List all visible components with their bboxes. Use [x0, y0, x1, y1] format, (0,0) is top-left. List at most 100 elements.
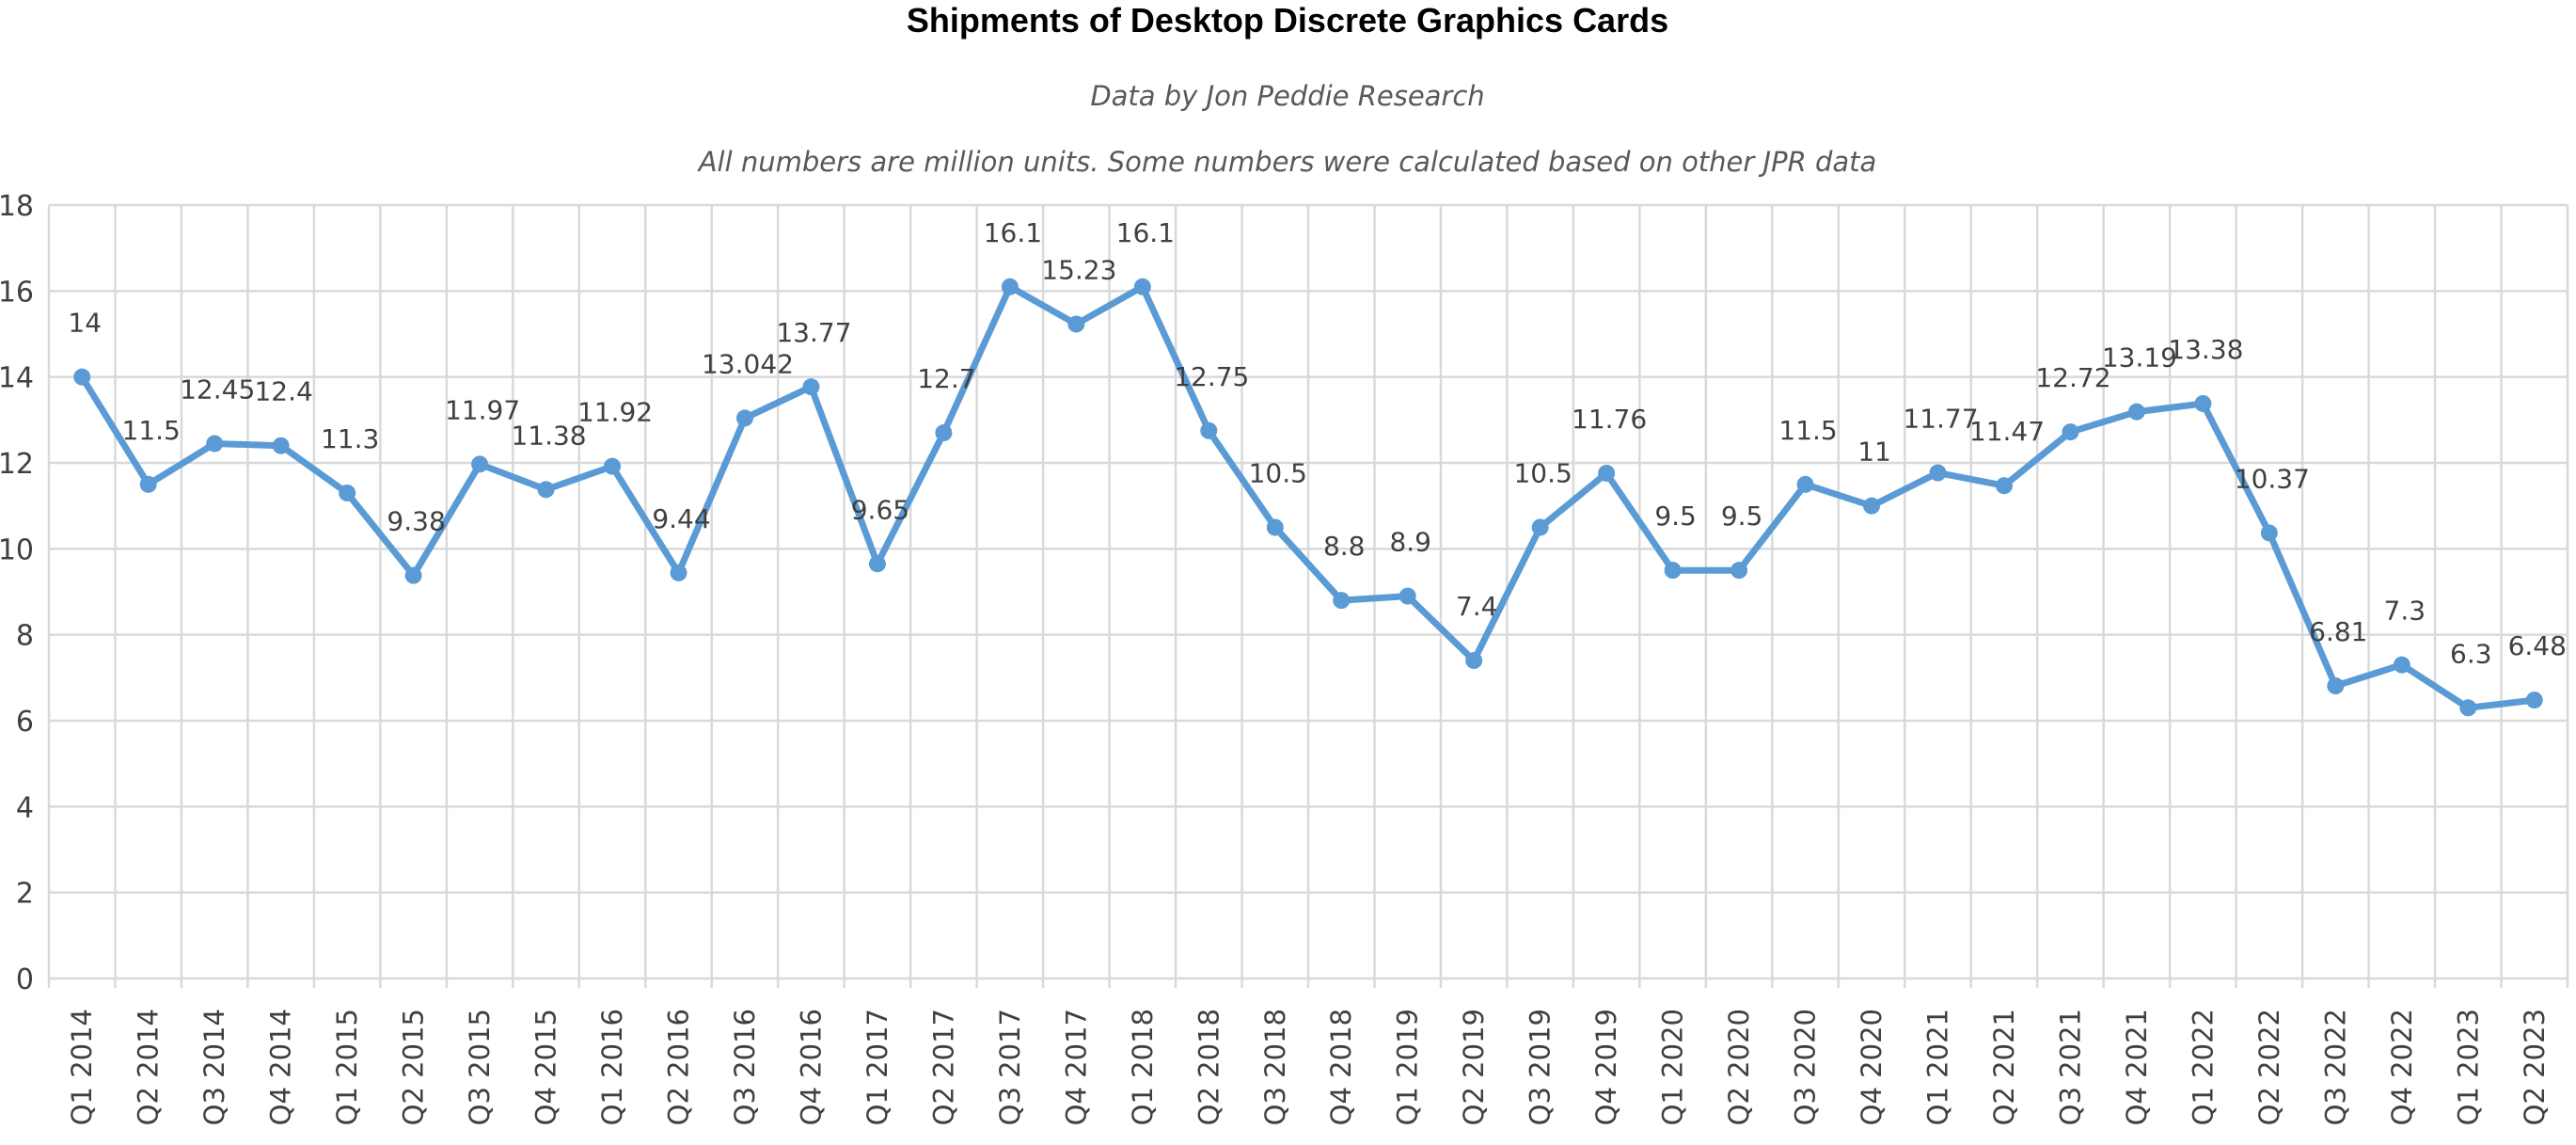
x-tick-label: Q2 2015 — [398, 1009, 430, 1125]
data-label: 16.1 — [1116, 217, 1175, 248]
data-point — [670, 564, 687, 581]
x-tick-label: Q1 2022 — [2187, 1009, 2219, 1125]
data-label: 10.5 — [1249, 458, 1307, 489]
data-point — [1863, 497, 1881, 515]
data-point — [2062, 423, 2079, 441]
data-point — [2393, 656, 2410, 674]
x-tick-label: Q3 2014 — [198, 1009, 230, 1125]
data-point — [1200, 421, 1218, 439]
x-tick-label: Q3 2016 — [729, 1009, 761, 1125]
x-tick-label: Q3 2020 — [1790, 1009, 1822, 1125]
data-label: 7.3 — [2384, 596, 2426, 627]
x-tick-label: Q4 2020 — [1856, 1009, 1888, 1125]
data-label: 9.65 — [851, 494, 909, 525]
data-point — [2194, 394, 2212, 412]
y-axis: 0 2 4 6 8 10 12 14 16 18 — [0, 190, 34, 996]
data-label: 11.38 — [511, 420, 586, 451]
data-label: 14 — [68, 308, 102, 339]
data-label: 12.72 — [2035, 362, 2110, 393]
x-tick-label: Q1 2020 — [1657, 1009, 1689, 1125]
data-label: 9.44 — [652, 503, 710, 534]
data-label: 6.3 — [2450, 638, 2492, 669]
data-label: 11.5 — [122, 415, 181, 446]
data-point — [935, 424, 953, 442]
x-tick-label: Q4 2014 — [265, 1009, 297, 1125]
data-point — [73, 368, 91, 386]
x-tick-label: Q3 2017 — [994, 1009, 1026, 1125]
x-tick-label: Q1 2018 — [1127, 1009, 1159, 1125]
gridlines — [47, 203, 2569, 988]
x-tick-label: Q2 2021 — [1988, 1009, 2020, 1125]
data-point — [868, 555, 886, 573]
data-label: 11.92 — [577, 397, 653, 428]
data-point — [1266, 518, 1284, 536]
x-tick-label: Q4 2018 — [1325, 1009, 1357, 1125]
data-label: 11.97 — [445, 394, 520, 425]
series-line — [78, 283, 2538, 711]
data-point — [1001, 278, 1019, 295]
data-label: 12.4 — [254, 376, 312, 407]
y-tick-label: 8 — [16, 620, 34, 653]
x-tick-label: Q4 2017 — [1060, 1009, 1092, 1125]
data-point — [1133, 278, 1151, 295]
data-label: 15.23 — [1041, 254, 1116, 285]
data-point — [1929, 464, 1947, 482]
data-point — [604, 457, 622, 475]
data-label: 7.4 — [1456, 591, 1498, 622]
data-point — [404, 566, 422, 584]
data-label: 6.48 — [2508, 630, 2567, 661]
x-tick-label: Q3 2015 — [464, 1009, 496, 1125]
y-tick-label: 6 — [16, 706, 34, 739]
data-label: 11.5 — [1778, 415, 1837, 446]
data-label: 9.5 — [1721, 501, 1763, 532]
data-point — [1796, 475, 1814, 493]
y-tick-label: 0 — [16, 963, 34, 996]
data-label: 13.042 — [702, 348, 794, 379]
data-point — [1333, 592, 1351, 610]
data-point — [1465, 652, 1483, 670]
chart-subtitle-source: Data by Jon Peddie Research — [1090, 80, 1484, 112]
x-tick-label: Q3 2019 — [1525, 1009, 1557, 1125]
data-point — [2127, 403, 2145, 421]
data-point — [206, 435, 224, 453]
x-tick-label: Q1 2021 — [1922, 1009, 1954, 1125]
y-tick-label: 14 — [0, 362, 34, 395]
data-label: 9.38 — [387, 506, 445, 537]
x-tick-label: Q4 2016 — [795, 1009, 827, 1125]
x-tick-label: Q1 2014 — [66, 1009, 98, 1125]
x-tick-label: Q2 2014 — [133, 1009, 165, 1125]
data-label: 12.7 — [917, 363, 975, 394]
data-label: 10.5 — [1513, 458, 1572, 489]
data-point — [1399, 587, 1416, 605]
data-label: 11.3 — [321, 423, 379, 454]
data-point — [339, 484, 356, 501]
y-tick-label: 12 — [0, 448, 34, 481]
x-tick-label: Q2 2022 — [2253, 1009, 2285, 1125]
x-tick-label: Q4 2015 — [530, 1009, 562, 1125]
data-label: 8.9 — [1389, 527, 1431, 558]
data-point — [1995, 477, 2013, 495]
data-point — [2525, 692, 2543, 709]
data-point — [1531, 518, 1549, 536]
y-tick-label: 4 — [16, 791, 34, 824]
x-tick-label: Q3 2018 — [1259, 1009, 1291, 1125]
x-tick-label: Q3 2021 — [2054, 1009, 2086, 1125]
x-tick-label: Q2 2020 — [1723, 1009, 1755, 1125]
x-axis: Q1 2014 Q2 2014 Q3 2014 Q4 2014 Q1 2015 Q2 20… — [66, 1009, 2551, 1125]
data-label: 9.5 — [1654, 501, 1697, 532]
x-tick-label: Q3 2022 — [2319, 1009, 2351, 1125]
data-point — [2459, 699, 2477, 717]
y-tick-label: 16 — [0, 276, 34, 309]
x-tick-label: Q4 2019 — [1590, 1009, 1622, 1125]
x-tick-label: Q1 2015 — [331, 1009, 363, 1125]
data-point — [471, 455, 489, 473]
data-point — [139, 475, 157, 493]
data-label: 6.81 — [2309, 616, 2367, 647]
data-label: 12.75 — [1174, 361, 1249, 392]
data-label: 11.47 — [1969, 416, 2045, 447]
data-label: 13.77 — [776, 317, 851, 348]
data-point — [1664, 562, 1682, 580]
data-label: 10.37 — [2235, 463, 2310, 494]
